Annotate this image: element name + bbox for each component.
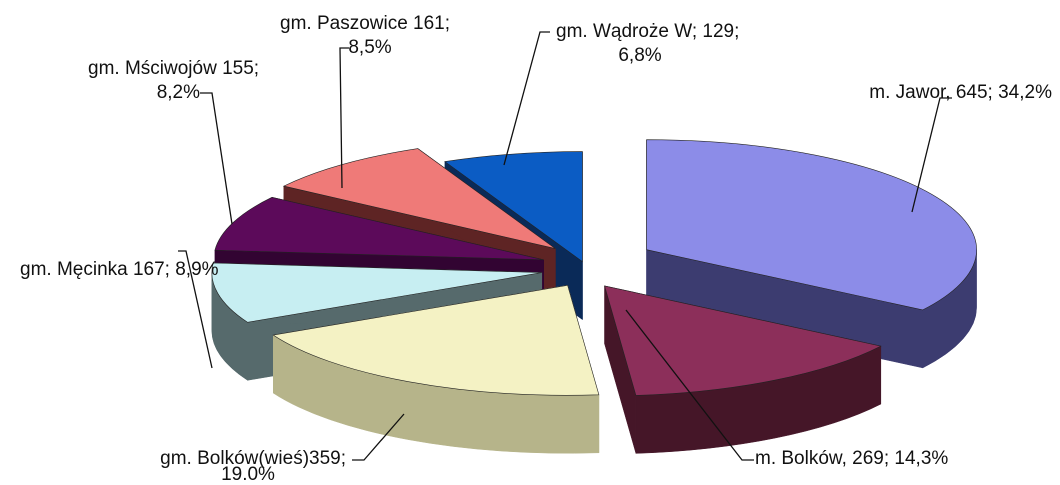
label-gm-bolkow-wies-line2: 19.0%: [221, 464, 275, 485]
leader-gm-paszowice: [339, 47, 349, 189]
slice-top-face: [272, 284, 600, 396]
slice-top-face: [604, 285, 882, 396]
slice-top-face: [214, 196, 544, 261]
label-gm-wadroze-w-line1: gm. Wądroże W; 129;: [556, 21, 739, 42]
leader-gm-mecinka: [178, 250, 213, 369]
leader-lines: [178, 31, 952, 461]
slice-top-face: [282, 148, 556, 249]
leader-gm-msciwojow: [200, 92, 233, 225]
slice-top-face: [646, 139, 977, 311]
slice-gm-bolków-wieś: [272, 284, 600, 454]
slice-top-face: [444, 151, 583, 263]
leader-gm-bolkow-wies: [352, 413, 405, 461]
slice-m-jawor: [646, 139, 977, 369]
label-gm-bolkow-wies-line1: gm. Bolków(wieś)359;: [160, 448, 346, 469]
label-m-bolkow: m. Bolków, 269; 14,3%: [755, 448, 948, 469]
label-gm-msciwojow-line1: gm. Mściwojów 155;: [88, 58, 259, 79]
label-gm-wadroze-w-line2: 6,8%: [618, 45, 661, 66]
label-gm-msciwojow-line2: 8,2%: [157, 82, 200, 103]
pie-slices: [211, 139, 977, 454]
leader-m-jawor: [911, 97, 952, 213]
slice-top-face: [211, 262, 542, 323]
slice-m-bolków: [604, 285, 882, 454]
label-gm-paszowice-line1: gm. Paszowice 161;: [280, 13, 450, 34]
leader-gm-wadroze-w: [503, 31, 550, 166]
label-m-jawor: m. Jawor, 645; 34,2%: [869, 82, 1052, 103]
label-gm-paszowice-line2: 8,5%: [348, 37, 391, 58]
leader-m-bolkow: [625, 309, 754, 461]
label-gm-mecinka: gm. Męcinka 167; 8,9%: [20, 259, 219, 280]
